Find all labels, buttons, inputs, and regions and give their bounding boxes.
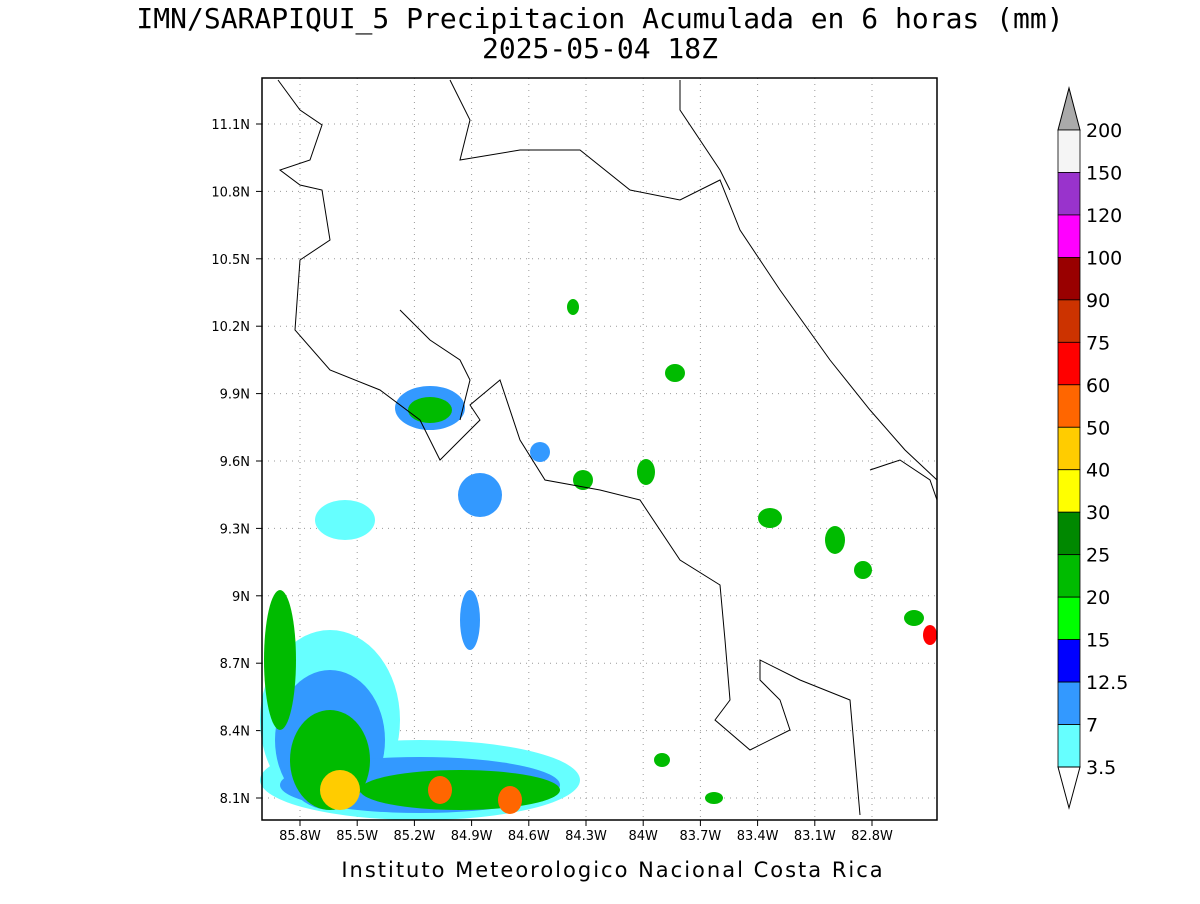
colorbar-label: 75 — [1086, 332, 1110, 354]
colorbar-label: 120 — [1086, 205, 1122, 227]
colorbar-label: 150 — [1086, 162, 1122, 184]
lon-tick-label: 82.8W — [851, 829, 893, 844]
colorbar-box — [1057, 426, 1081, 471]
lat-tick-label: 9.6N — [220, 455, 250, 470]
colorbar-label: 30 — [1086, 502, 1110, 524]
colorbar-box — [1057, 129, 1081, 173]
lon-tick-label: 84W — [628, 829, 658, 844]
colorbar-box — [1057, 554, 1081, 598]
colorbar-label: 40 — [1086, 460, 1110, 482]
colorbar-box — [1057, 341, 1081, 386]
lon-tick-label: 83.4W — [737, 829, 779, 844]
coastline — [277, 79, 938, 816]
lon-tick-label: 84.6W — [508, 829, 550, 844]
colorbar-label: 60 — [1086, 375, 1110, 397]
lon-tick-label: 84.3W — [565, 829, 607, 844]
colorbar-label: 12.5 — [1086, 672, 1128, 694]
colorbar-box — [1057, 596, 1081, 641]
footer: Instituto Meteorologico Nacional Costa R… — [341, 858, 884, 882]
lat-tick-label: 10.2N — [211, 320, 250, 335]
colorbar-box — [1057, 639, 1081, 683]
colorbar-box — [1057, 299, 1081, 343]
colorbar-box — [1057, 384, 1081, 428]
colorbar-label: 25 — [1086, 545, 1110, 567]
colorbar-box — [1057, 214, 1081, 258]
map-frame — [261, 77, 938, 821]
colorbar-box — [1057, 469, 1081, 513]
colorbar-label: 20 — [1086, 587, 1110, 609]
lon-tick-label: 84.9W — [451, 829, 493, 844]
lon-tick-label: 85.2W — [393, 829, 435, 844]
title: IMN/SARAPIQUI_5 Precipitacion Acumulada … — [136, 2, 1063, 36]
colorbar-label: 90 — [1086, 290, 1110, 312]
colorbar-over — [1057, 86, 1081, 131]
subtitle: 2025-05-04 18Z — [482, 32, 718, 65]
precip-field — [260, 299, 937, 820]
colorbar-label: 15 — [1086, 630, 1110, 652]
colorbar-label: 7 — [1086, 715, 1098, 737]
lon-tick-label: 83.1W — [794, 829, 836, 844]
colorbar-label: 100 — [1086, 247, 1122, 269]
colorbar-box — [1057, 172, 1081, 216]
lat-tick-label: 8.4N — [220, 725, 250, 740]
lat-tick-label: 8.7N — [220, 657, 250, 672]
lon-tick-label: 85.5W — [336, 829, 378, 844]
lon-tick-label: 85.8W — [279, 829, 321, 844]
lat-tick-label: 10.8N — [211, 185, 250, 200]
colorbar-under — [1057, 766, 1081, 810]
lat-tick-label: 10.5N — [211, 253, 250, 268]
colorbar: 200 150 120 100 90 75 60 50 40 30 25 20 15 12.5 7 3.5 — [1057, 86, 1128, 810]
lat-tick-label: 11.1N — [211, 118, 250, 133]
colorbar-label: 50 — [1086, 417, 1110, 439]
colorbar-box — [1057, 256, 1081, 301]
colorbar-label: 3.5 — [1086, 757, 1116, 779]
lon-tick-label: 83.7W — [679, 829, 721, 844]
colorbar-box — [1057, 724, 1081, 768]
colorbar-label: 200 — [1086, 120, 1122, 142]
colorbar-box — [1057, 681, 1081, 725]
lat-tick-label: 9.9N — [220, 388, 250, 403]
colorbar-box — [1057, 511, 1081, 556]
lat-tick-label: 9.3N — [220, 522, 250, 537]
lat-tick-label: 8.1N — [220, 792, 250, 807]
lat-tick-label: 9N — [232, 590, 250, 605]
